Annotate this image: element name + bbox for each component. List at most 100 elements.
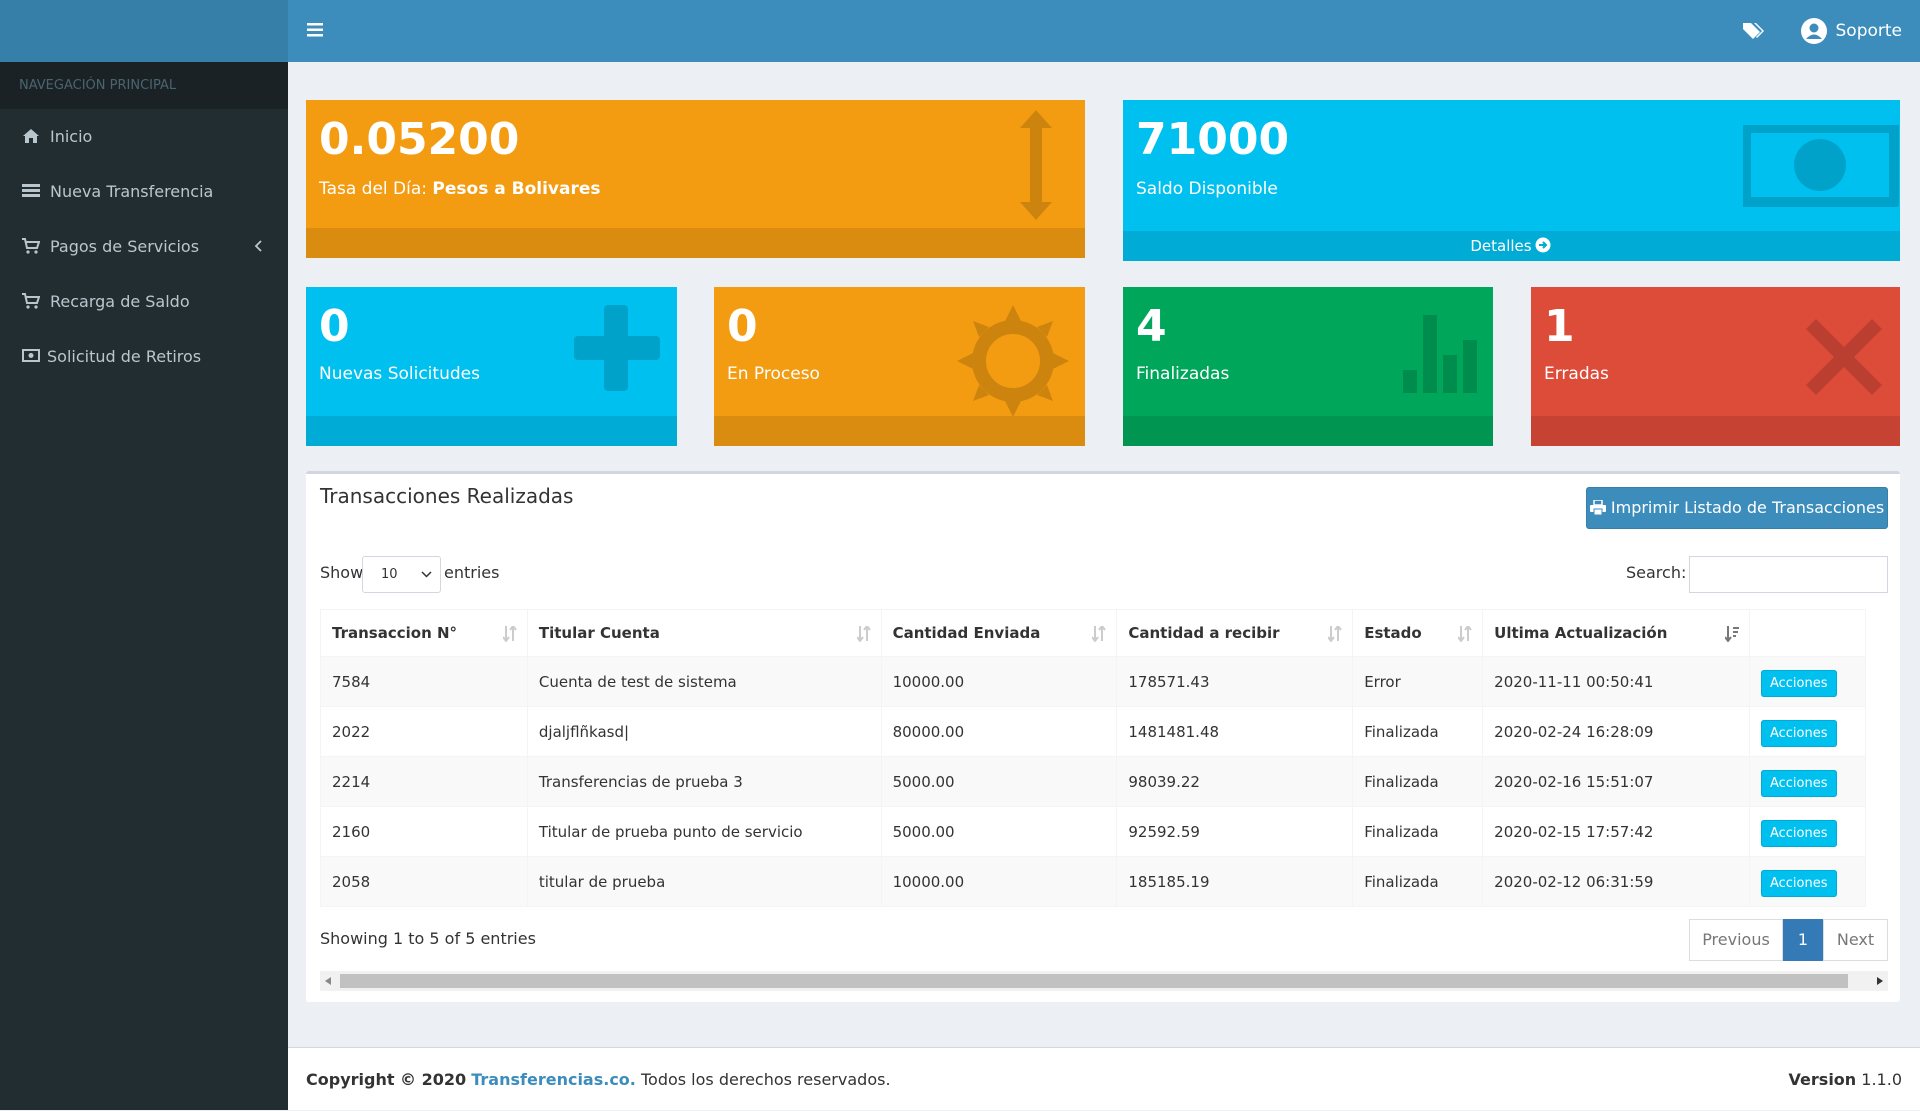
stat-label: En Proceso <box>727 364 820 384</box>
actions-button[interactable]: Acciones <box>1760 869 1837 897</box>
nav-item[interactable]: Pagos de Servicios <box>0 219 288 274</box>
table-cell: 80000.00 <box>880 706 1118 757</box>
nav-label: Recarga de Saldo <box>50 292 190 311</box>
column-header <box>1748 609 1867 657</box>
stat-footer-link[interactable]: Detalles <box>1470 237 1532 255</box>
page-button[interactable]: 1 <box>1783 919 1823 961</box>
table-row: 2214 Transferencias de prueba 3 5000.00 980… <box>320 756 1867 807</box>
print-icon <box>1589 499 1606 516</box>
logo[interactable] <box>0 0 288 62</box>
column-header[interactable]: Estado <box>1352 609 1484 657</box>
table-row: 2058 titular de prueba 10000.00 185185.19 Fi… <box>320 856 1867 907</box>
column-header[interactable]: Cantidad Enviada <box>880 609 1118 657</box>
table-cell: Finalizada <box>1352 756 1484 807</box>
print-button-label: Imprimir Listado de Transacciones <box>1610 498 1885 517</box>
table-cell: Finalizada <box>1352 856 1484 907</box>
nav-label: Solicitud de Retiros <box>47 347 202 366</box>
table-cell: 10000.00 <box>880 856 1118 907</box>
column-title: Transaccion N° <box>332 624 458 642</box>
nav-icon <box>22 184 40 197</box>
table-cell: titular de prueba <box>526 856 882 907</box>
site-link[interactable]: Transferencias.co. <box>471 1070 636 1089</box>
stat-icon <box>1403 315 1477 393</box>
stat-value: 1 <box>1544 301 1575 352</box>
actions-button[interactable]: Acciones <box>1760 769 1837 797</box>
stat-label: Finalizadas <box>1136 364 1229 384</box>
length-label: Show <box>320 563 364 582</box>
actions-button[interactable]: Acciones <box>1760 669 1837 697</box>
nav-item[interactable]: Nueva Transferencia <box>0 164 288 219</box>
stat-label: Tasa del Día: Pesos a Bolivares <box>319 179 601 199</box>
table-cell: 5000.00 <box>880 756 1118 807</box>
table-cell: 2022 <box>320 706 528 757</box>
top-bar: Soporte <box>288 0 1920 62</box>
table-cell: 2058 <box>320 856 528 907</box>
user-avatar[interactable] <box>1801 18 1827 44</box>
table-cell: Acciones <box>1748 656 1867 707</box>
scroll-right[interactable] <box>1877 977 1883 985</box>
stat-icon <box>1743 125 1899 207</box>
select-caret <box>421 571 432 578</box>
scroll-thumb[interactable] <box>340 974 1848 988</box>
nav-icon <box>22 349 40 362</box>
nav-icon <box>22 238 40 254</box>
length-select[interactable]: 10 <box>362 556 441 593</box>
scrollbar[interactable] <box>320 971 1888 991</box>
column-header[interactable]: Transaccion N° <box>320 609 528 657</box>
table-cell: 2160 <box>320 806 528 857</box>
table-cell: 5000.00 <box>880 806 1118 857</box>
table-cell: 2020-02-15 17:57:42 <box>1482 806 1750 857</box>
actions-button[interactable]: Acciones <box>1760 819 1837 847</box>
column-header[interactable]: Ultima Actualización <box>1482 609 1750 657</box>
stat-value: 0.05200 <box>319 114 520 165</box>
sort-icon <box>1092 626 1107 642</box>
stat-box: 1 Erradas <box>1531 287 1900 446</box>
table-cell: Acciones <box>1748 806 1867 857</box>
stat-box: 0 Nuevas Solicitudes <box>306 287 677 446</box>
stat-icon <box>1806 319 1882 395</box>
column-title: Ultima Actualización <box>1494 624 1668 642</box>
tags-icon[interactable] <box>1742 21 1764 39</box>
stat-label-text: Tasa del Día: <box>319 179 428 199</box>
column-title: Estado <box>1364 624 1422 642</box>
stat-footer[interactable]: Detalles <box>1123 231 1900 261</box>
stat-icon <box>574 305 660 391</box>
nav-caret <box>254 240 262 252</box>
table-info: Showing 1 to 5 of 5 entries <box>320 929 536 948</box>
stat-footer <box>1531 416 1900 446</box>
version-label: Version <box>1788 1070 1857 1089</box>
search-input[interactable] <box>1689 556 1888 593</box>
nav-item[interactable]: Inicio <box>0 109 288 164</box>
length-suffix: entries <box>444 563 500 582</box>
print-button[interactable]: Imprimir Listado de Transacciones <box>1586 487 1888 529</box>
page-button[interactable]: Next <box>1823 919 1888 961</box>
stat-footer <box>1123 416 1493 446</box>
scroll-left[interactable] <box>325 977 331 985</box>
actions-button[interactable]: Acciones <box>1760 719 1837 747</box>
table-cell: 178571.43 <box>1116 656 1354 707</box>
arrow-icon <box>1535 237 1551 253</box>
menu-toggle[interactable] <box>307 23 323 37</box>
table-cell: 1481481.48 <box>1116 706 1354 757</box>
nav-item[interactable]: Recarga de Saldo <box>0 274 288 329</box>
column-header[interactable]: Cantidad a recibir <box>1116 609 1354 657</box>
column-title: Cantidad a recibir <box>1128 624 1280 642</box>
table-cell: 92592.59 <box>1116 806 1354 857</box>
stat-box: 0.05200 Tasa del Día: Pesos a Bolivares <box>306 100 1085 258</box>
sidebar: NAVEGACIÓN PRINCIPAL Inicio Nueva Transfe… <box>0 62 288 1110</box>
user-name[interactable]: Soporte <box>1835 21 1903 41</box>
length-value: 10 <box>381 567 398 582</box>
nav-item[interactable]: Solicitud de Retiros <box>0 329 288 384</box>
stat-footer <box>306 228 1085 258</box>
stat-value: 4 <box>1136 301 1167 352</box>
stat-label-text: Erradas <box>1544 364 1609 384</box>
column-header[interactable]: Titular Cuenta <box>526 609 882 657</box>
stat-label-bold: Pesos a Bolivares <box>432 179 601 199</box>
nav-label: Inicio <box>50 127 93 146</box>
table-row: 2022 djaljflñkasd| 80000.00 1481481.48 Final… <box>320 706 1867 757</box>
stat-label-text: Saldo Disponible <box>1136 179 1278 199</box>
rights: Todos los derechos reservados. <box>640 1070 891 1089</box>
page-button[interactable]: Previous <box>1689 919 1783 961</box>
stat-value: 0 <box>319 301 350 352</box>
